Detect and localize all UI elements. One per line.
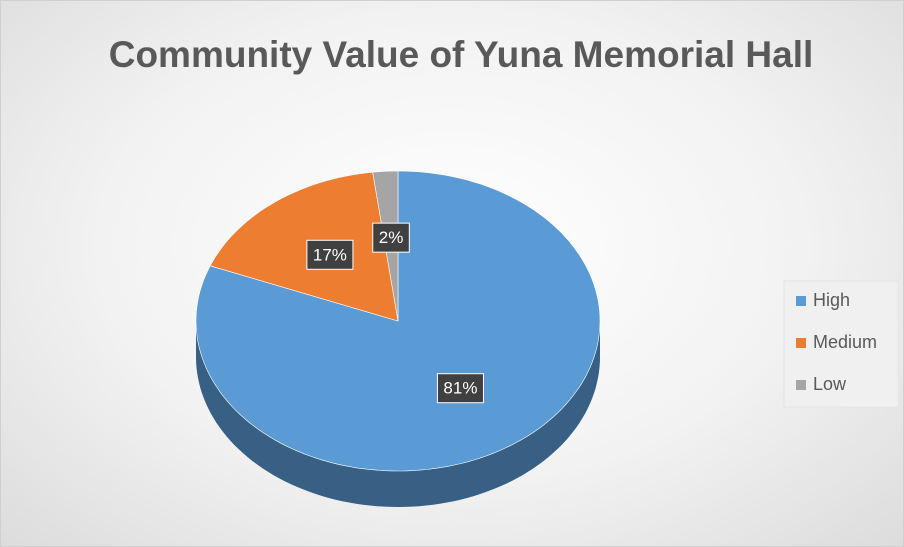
- legend-label: Medium: [813, 332, 877, 352]
- data-label-group: 2%: [372, 222, 410, 253]
- chart-title: Community Value of Yuna Memorial Hall: [108, 34, 814, 75]
- slice: [209, 171, 399, 322]
- data-label-group: 81%: [436, 373, 484, 404]
- legend-label: High: [813, 290, 850, 310]
- data-label: 81%: [443, 379, 477, 398]
- data-label: 17%: [313, 245, 347, 264]
- data-label-box: [436, 373, 484, 404]
- legend-swatch: [796, 296, 806, 306]
- legend-swatch: [796, 380, 806, 390]
- data-label-group: 17%: [306, 239, 354, 270]
- legend-label: Low: [813, 374, 847, 394]
- data-label: 2%: [379, 228, 404, 247]
- legend-swatch: [796, 338, 806, 348]
- slice-side: [196, 321, 600, 507]
- data-label-box: [372, 222, 410, 253]
- data-label-box: [306, 239, 354, 270]
